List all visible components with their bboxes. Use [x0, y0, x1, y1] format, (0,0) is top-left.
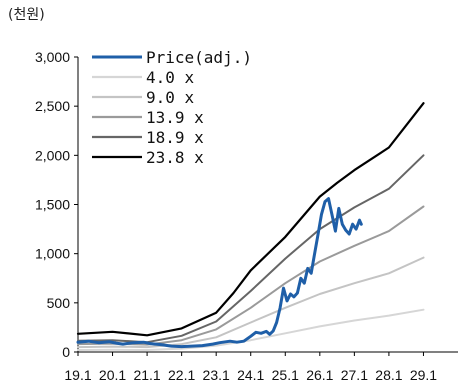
series-line: [76, 197, 363, 349]
series-line: [76, 102, 425, 337]
y-tick-label: 0: [62, 344, 70, 360]
series-line: [77, 308, 425, 351]
series-line: [77, 154, 425, 344]
series-line: [77, 256, 425, 349]
x-tick-label: 23.1: [203, 367, 230, 383]
legend-label: 18.9 x: [146, 128, 204, 147]
legend-label: 23.8 x: [146, 148, 204, 167]
legend-label: Price(adj.): [146, 48, 252, 67]
x-tick-label: 28.1: [375, 367, 402, 383]
x-tick-label: 26.1: [306, 367, 333, 383]
x-tick-label: 29.1: [410, 367, 437, 383]
y-tick-label: 500: [47, 295, 71, 311]
x-tick-label: 22.1: [168, 367, 195, 383]
x-tick-label: 25.1: [272, 367, 299, 383]
series-line: [77, 205, 425, 346]
x-tick-label: 21.1: [133, 367, 160, 383]
x-tick-label: 24.1: [237, 367, 264, 383]
y-tick-label: 3,000: [35, 49, 70, 65]
legend: Price(adj.)4.0 x9.0 x13.9 x18.9 x23.8 x: [92, 48, 252, 167]
y-unit-label: (천원): [8, 7, 45, 23]
x-tick-label: 19.1: [64, 367, 91, 383]
y-tick-label: 2,500: [35, 98, 70, 114]
axes: 3,000 2,500 2,000 1,500 1,000 500 0 19.1 20.1 21.…: [35, 49, 458, 383]
legend-label: 4.0 x: [146, 68, 195, 87]
y-tick-label: 1,000: [35, 246, 70, 262]
x-tick-label: 27.1: [341, 367, 368, 383]
x-tick-label: 20.1: [99, 367, 126, 383]
series-layer: [76, 102, 425, 351]
y-tick-label: 1,500: [35, 197, 70, 213]
legend-label: 13.9 x: [146, 108, 204, 127]
legend-label: 9.0 x: [146, 88, 195, 107]
y-tick-label: 2,000: [35, 147, 70, 163]
